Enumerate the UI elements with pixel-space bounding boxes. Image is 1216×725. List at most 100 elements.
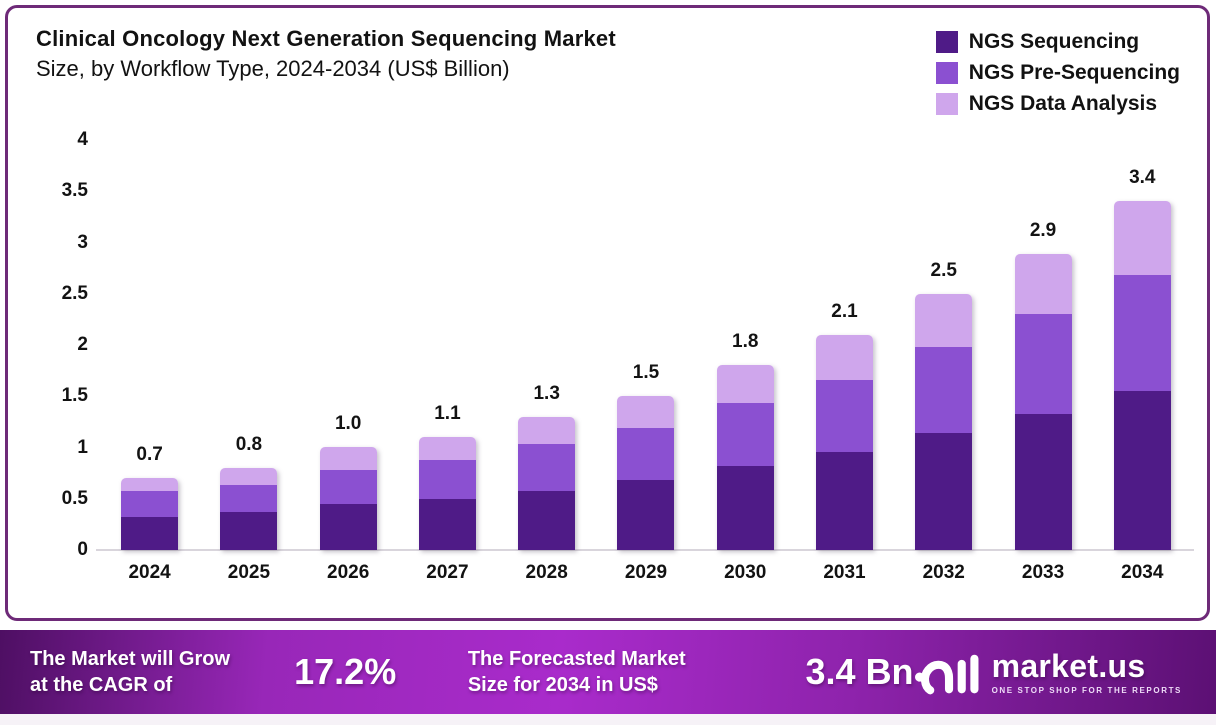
cagr-label-line2: at the CAGR of <box>30 674 173 696</box>
bar-total-label-2030: 1.8 <box>732 331 759 352</box>
bar-slot-2034: 3.4 <box>1093 130 1192 550</box>
bar-segment-ngs-data-analysis <box>518 417 576 444</box>
bar-slot-2030: 1.8 <box>696 130 795 550</box>
cagr-value: 17.2% <box>294 651 397 692</box>
chart-title-line1: Clinical Oncology Next Generation Sequen… <box>36 26 616 51</box>
bar-segment-ngs-sequencing <box>518 491 576 550</box>
bar-slot-2027: 1.1 <box>398 130 497 550</box>
x-axis-line <box>96 549 1194 551</box>
bar-segment-ngs-data-analysis <box>617 396 675 428</box>
x-axis-label-2028: 2028 <box>525 562 568 583</box>
marketus-logo-text: market.us ONE STOP SHOP FOR THE REPORTS <box>992 650 1182 695</box>
bar-slot-2029: 1.5 <box>596 130 695 550</box>
bar-segment-ngs-sequencing <box>1014 414 1072 550</box>
bar-segment-ngs-sequencing <box>220 512 278 550</box>
y-tick-label: 1 <box>77 436 88 458</box>
legend-swatch-icon <box>935 62 958 84</box>
bar-total-label-2029: 1.5 <box>632 362 660 383</box>
x-axis-label-2034: 2034 <box>1121 562 1164 583</box>
bar-slot-2025: 0.8 <box>199 130 298 550</box>
bottom-banner: The Market will Grow at the CAGR of 17.2… <box>0 630 1216 714</box>
y-tick-label: 1.5 <box>61 385 88 407</box>
x-axis-label-2031: 2031 <box>823 562 866 583</box>
marketus-logo: market.us ONE STOP SHOP FOR THE REPORTS <box>914 644 1182 700</box>
x-axis-label-2029: 2029 <box>624 562 668 583</box>
x-axis-labels: 2024 2025 2026 2027 2028 2029 2030 2031 2032 2033… <box>100 562 1192 584</box>
bar-slot-2026: 1.0 <box>299 130 398 550</box>
bar-segment-ngs-pre-sequencing <box>617 428 675 480</box>
y-tick-label: 4 <box>77 129 88 150</box>
bar-segment-ngs-data-analysis <box>716 365 774 403</box>
y-tick-label: 3 <box>77 231 88 253</box>
bar-segment-ngs-data-analysis <box>815 335 873 380</box>
bar-segment-ngs-data-analysis <box>915 294 973 347</box>
bar-slot-2033: 2.9 <box>993 130 1092 550</box>
stacked-bar-2032 <box>915 294 973 550</box>
bar-segment-ngs-sequencing <box>319 504 377 550</box>
y-tick-label: 3.5 <box>61 180 88 202</box>
legend-item-label: NGS Data Analysis <box>968 92 1158 115</box>
stacked-bar-2026 <box>319 447 377 550</box>
bar-total-label-2033: 2.9 <box>1029 220 1057 241</box>
forecast-label-line2: Size for 2034 in US$ <box>467 674 658 696</box>
stacked-bar-2034 <box>1113 201 1171 550</box>
bar-segment-ngs-sequencing <box>418 499 476 550</box>
legend-item-label: NGS Sequencing <box>968 30 1140 53</box>
legend-item-1: NGS Sequencing <box>935 30 1180 54</box>
y-tick-label: 2.5 <box>61 282 88 304</box>
chart-title: Clinical Oncology Next Generation Sequen… <box>36 24 616 83</box>
bar-segment-ngs-pre-sequencing <box>121 491 179 517</box>
bar-segment-ngs-pre-sequencing <box>815 380 873 452</box>
bar-total-label-2027: 1.1 <box>434 403 461 424</box>
bar-segment-ngs-sequencing <box>915 433 973 550</box>
legend-item-3: NGS Data Analysis <box>935 92 1180 116</box>
bar-segment-ngs-sequencing <box>1113 391 1171 550</box>
x-axis-label-2026: 2026 <box>327 562 370 583</box>
legend-swatch-icon <box>935 31 958 53</box>
forecast-label-line1: The Forecasted Market <box>467 648 686 670</box>
x-axis-label-2033: 2033 <box>1021 562 1065 583</box>
y-tick-label: 0.5 <box>61 487 88 509</box>
legend: NGS Sequencing NGS Pre-Sequencing NGS Data… <box>935 30 1180 123</box>
bar-segment-ngs-pre-sequencing <box>716 403 774 466</box>
stacked-bar-2031 <box>815 335 873 550</box>
stacked-bar-2024 <box>121 478 179 550</box>
x-axis-label-2030: 2030 <box>724 562 767 583</box>
marketus-logo-name: market.us <box>991 647 1146 684</box>
bar-segment-ngs-pre-sequencing <box>518 444 576 491</box>
x-axis-label-2027: 2027 <box>426 562 469 583</box>
bar-segment-ngs-data-analysis <box>1113 201 1171 275</box>
stacked-bar-2025 <box>220 468 278 550</box>
marketus-logo-icon <box>914 654 979 695</box>
bar-segment-ngs-data-analysis <box>220 468 278 485</box>
x-axis-label-2032: 2032 <box>922 562 965 583</box>
stacked-bar-2033 <box>1014 254 1072 550</box>
marketus-logo-tagline: ONE STOP SHOP FOR THE REPORTS <box>991 685 1182 695</box>
legend-item-label: NGS Pre-Sequencing <box>968 61 1180 84</box>
bar-total-label-2034: 3.4 <box>1129 167 1156 188</box>
cagr-label: The Market will Grow at the CAGR of <box>30 646 294 698</box>
bar-segment-ngs-pre-sequencing <box>1014 314 1072 414</box>
stacked-bar-2027 <box>418 437 476 550</box>
chart-title-line2: Size, by Workflow Type, 2024-2034 (US$ B… <box>36 55 510 81</box>
bar-segment-ngs-data-analysis <box>121 478 179 491</box>
bar-segment-ngs-pre-sequencing <box>418 460 476 499</box>
bar-total-label-2028: 1.3 <box>533 383 560 404</box>
cagr-label-line1: The Market will Grow <box>30 648 231 670</box>
bar-segment-ngs-pre-sequencing <box>220 485 278 512</box>
stacked-bar-2029 <box>617 396 675 550</box>
stacked-bar-2030 <box>716 365 774 550</box>
bar-segment-ngs-sequencing <box>716 466 774 550</box>
bar-segment-ngs-data-analysis <box>319 447 377 470</box>
bottom-strip <box>0 714 1216 725</box>
bar-total-label-2025: 0.8 <box>235 434 263 455</box>
legend-swatch-icon <box>935 93 958 115</box>
x-axis-label-2024: 2024 <box>128 562 171 583</box>
bar-segment-ngs-sequencing <box>121 517 179 550</box>
bar-segment-ngs-data-analysis <box>418 437 476 460</box>
bar-slot-2031: 2.1 <box>795 130 894 550</box>
forecast-value: 3.4 Bn <box>805 651 914 692</box>
bar-total-label-2032: 2.5 <box>930 260 957 281</box>
bar-slot-2024: 0.7 <box>100 130 199 550</box>
legend-item-2: NGS Pre-Sequencing <box>935 61 1180 85</box>
